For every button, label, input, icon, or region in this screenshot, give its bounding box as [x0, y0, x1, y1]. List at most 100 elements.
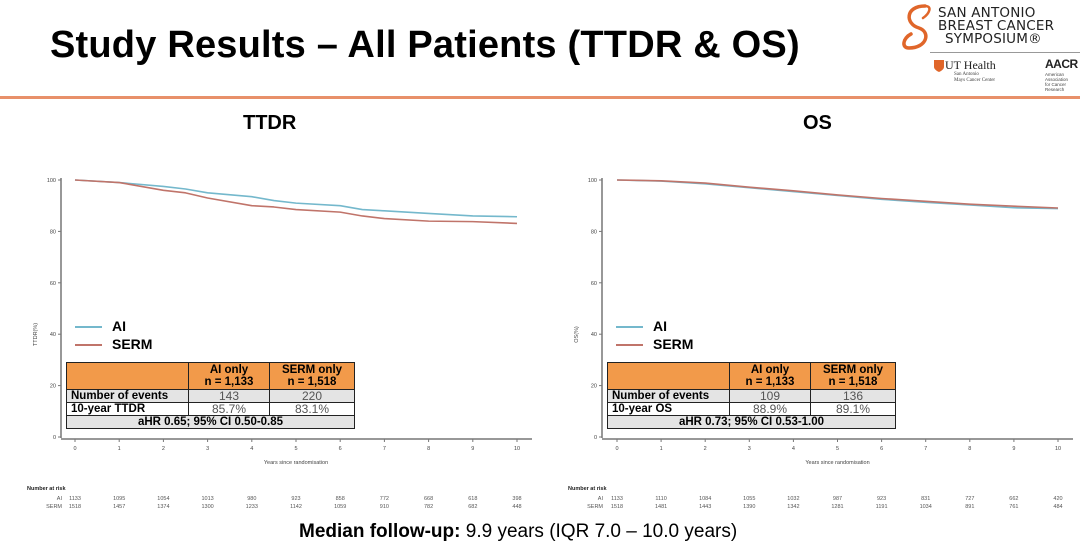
risk-value: 1055 — [743, 496, 755, 502]
x-tick-label: 10 — [1055, 446, 1061, 452]
header-ai-line2: n = 1,133 — [204, 376, 254, 388]
risk-value: 1059 — [334, 504, 346, 510]
legend-swatch-serm — [75, 344, 102, 346]
risk-value: 1281 — [831, 504, 843, 510]
y-tick-label: 20 — [591, 384, 597, 390]
risk-value: 662 — [1009, 496, 1018, 502]
risk-value: 1300 — [201, 504, 213, 510]
x-tick-label: 1 — [660, 446, 663, 452]
header-serm-line1: SERM only — [281, 364, 343, 376]
table-row: Number of events 143 220 — [66, 389, 355, 403]
aacr-label: AACR — [1045, 57, 1078, 71]
ribbon-icon — [902, 4, 931, 50]
risk-value: 980 — [247, 496, 256, 502]
y-tick-label: 60 — [591, 281, 597, 287]
series-line-ai — [74, 179, 518, 218]
follow-up-value: 9.9 years (IQR 7.0 – 10.0 years) — [460, 521, 738, 542]
x-tick-label: 9 — [471, 446, 474, 452]
risk-value: 923 — [877, 496, 886, 502]
y-axis-label: OS(%) — [574, 326, 580, 343]
risk-value: 1191 — [876, 504, 888, 510]
os-stats-table: AI only n = 1,133 SERM only n = 1,518 Numb… — [607, 362, 896, 429]
table-header-serm: SERM only n = 1,518 — [810, 362, 896, 390]
logo-line-1: SAN ANTONIO — [938, 5, 1036, 21]
risk-row-label: AI — [598, 496, 604, 502]
ut-sub-2: Mays Cancer Center — [954, 78, 996, 83]
x-tick-label: 3 — [206, 446, 209, 452]
row-value-serm: 89.1% — [810, 402, 896, 416]
y-axis-label: TTDR(%) — [33, 323, 39, 346]
ahr-text: aHR 0.73; 95% CI 0.53-1.00 — [607, 415, 896, 429]
risk-value: 1233 — [246, 504, 258, 510]
risk-value: 1518 — [611, 504, 623, 510]
x-tick-label: 9 — [1012, 446, 1015, 452]
series-line-serm — [74, 179, 518, 225]
y-tick-label: 100 — [47, 178, 56, 184]
y-tick-label: 0 — [594, 435, 597, 441]
risk-row-label: AI — [57, 496, 63, 502]
x-tick-label: 0 — [615, 446, 618, 452]
number-at-risk-title: Number at risk — [27, 486, 66, 492]
x-tick-label: 5 — [836, 446, 839, 452]
logo-line-2: BREAST CANCER — [938, 18, 1055, 34]
ttdr-stats-table: AI only n = 1,133 SERM only n = 1,518 Numb… — [66, 362, 355, 429]
logo-line-3: SYMPOSIUM® — [945, 31, 1042, 47]
row-value-ai: 143 — [188, 389, 270, 403]
x-tick-label: 4 — [250, 446, 253, 452]
y-tick-label: 40 — [591, 332, 597, 338]
x-tick-label: 3 — [748, 446, 751, 452]
risk-value: 987 — [833, 496, 842, 502]
x-tick-label: 6 — [339, 446, 342, 452]
risk-row-label: SERM — [46, 504, 62, 510]
risk-value: 891 — [965, 504, 974, 510]
sabcs-logo: SAN ANTONIO BREAST CANCER SYMPOSIUM® UT … — [895, 2, 1080, 94]
header-serm-line1: SERM only — [822, 364, 884, 376]
risk-value: 1034 — [920, 504, 932, 510]
x-tick-label: 2 — [704, 446, 707, 452]
legend-label-ai: AI — [653, 318, 667, 334]
x-tick-label: 0 — [73, 446, 76, 452]
x-tick-label: 6 — [880, 446, 883, 452]
legend-label-serm: SERM — [112, 336, 153, 352]
risk-row-label: SERM — [587, 504, 603, 510]
row-value-serm: 136 — [810, 389, 896, 403]
risk-value: 1342 — [787, 504, 799, 510]
table-row: 10-year TTDR 85.7% 83.1% — [66, 402, 355, 416]
risk-value: 1518 — [69, 504, 81, 510]
ut-sub-1: San Antonio — [954, 72, 979, 77]
y-tick-label: 100 — [588, 178, 597, 184]
risk-value: 1142 — [290, 504, 302, 510]
table-footer-row: aHR 0.65; 95% CI 0.50-0.85 — [66, 415, 355, 429]
header-ai-line1: AI only — [209, 364, 249, 376]
risk-value: 1443 — [699, 504, 711, 510]
table-header-empty — [607, 362, 730, 390]
risk-value: 858 — [336, 496, 345, 502]
risk-value: 1054 — [157, 496, 169, 502]
follow-up-label: Median follow-up: — [299, 521, 461, 542]
risk-value: 618 — [468, 496, 477, 502]
risk-value: 448 — [512, 504, 521, 510]
header-serm-line2: n = 1,518 — [828, 376, 878, 388]
x-tick-label: 8 — [427, 446, 430, 452]
risk-value: 420 — [1053, 496, 1062, 502]
slide-title: Study Results – All Patients (TTDR & OS) — [50, 24, 800, 66]
risk-value: 831 — [921, 496, 930, 502]
risk-value: 484 — [1053, 504, 1062, 510]
aacr-sub-2: for Cancer Research — [1045, 82, 1067, 92]
row-value-ai: 85.7% — [188, 402, 270, 416]
legend-swatch-ai — [75, 326, 102, 328]
table-header-row: AI only n = 1,133 SERM only n = 1,518 — [66, 362, 355, 390]
risk-value: 1095 — [113, 496, 125, 502]
row-label: Number of events — [607, 389, 730, 403]
risk-value: 1374 — [157, 504, 169, 510]
risk-value: 1084 — [699, 496, 711, 502]
os-chart-title: OS — [803, 112, 832, 134]
row-value-ai: 88.9% — [729, 402, 811, 416]
y-tick-label: 40 — [50, 332, 56, 338]
table-header-empty — [66, 362, 189, 390]
row-value-serm: 220 — [269, 389, 355, 403]
ut-health-label: UT Health — [945, 58, 996, 72]
table-header-ai: AI only n = 1,133 — [729, 362, 811, 390]
row-value-serm: 83.1% — [269, 402, 355, 416]
row-value-ai: 109 — [729, 389, 811, 403]
